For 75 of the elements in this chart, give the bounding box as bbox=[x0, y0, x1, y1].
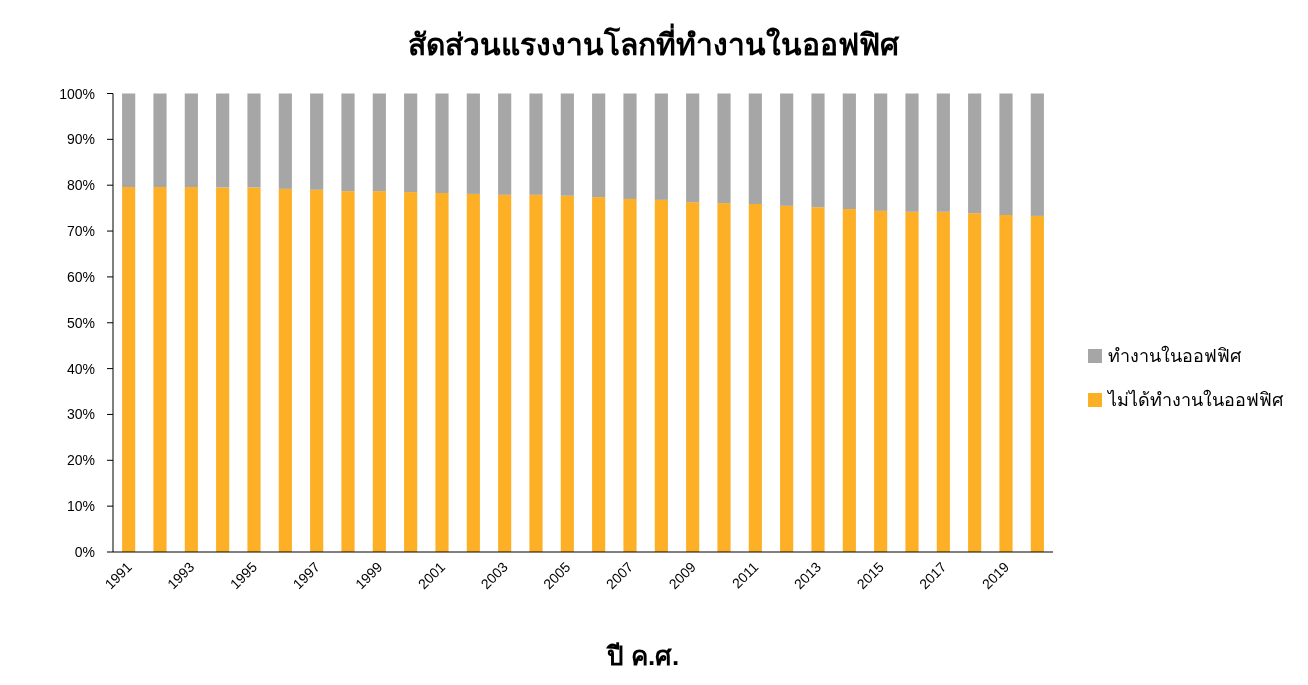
bar bbox=[874, 93, 888, 211]
bar bbox=[936, 93, 950, 212]
bar bbox=[498, 194, 512, 552]
bar bbox=[466, 193, 480, 552]
bar bbox=[529, 194, 543, 552]
bar bbox=[278, 93, 292, 189]
bar bbox=[842, 93, 856, 210]
bar bbox=[717, 203, 731, 552]
y-tick-label: 40% bbox=[66, 360, 95, 377]
y-tick-label: 20% bbox=[66, 452, 95, 469]
bar bbox=[936, 211, 950, 552]
bar bbox=[623, 93, 637, 199]
bar bbox=[905, 93, 919, 212]
bar bbox=[341, 191, 355, 552]
bar bbox=[310, 93, 324, 190]
bar bbox=[341, 93, 355, 192]
bar bbox=[968, 93, 982, 214]
bar bbox=[999, 215, 1013, 552]
y-tick-label: 90% bbox=[66, 131, 95, 148]
bar bbox=[905, 211, 919, 552]
bar bbox=[435, 93, 449, 193]
chart-title: สัดส่วนแรงงานโลกที่ทำงานในออฟฟิศ bbox=[407, 23, 900, 61]
bar bbox=[748, 204, 762, 552]
bar bbox=[247, 187, 261, 552]
bar bbox=[153, 93, 167, 188]
bar bbox=[780, 205, 794, 552]
bar bbox=[404, 93, 418, 193]
bar bbox=[435, 193, 449, 552]
bar bbox=[372, 93, 386, 192]
bar bbox=[968, 213, 982, 552]
bar bbox=[560, 195, 574, 552]
legend-label: ทำงานในออฟฟิศ bbox=[1108, 345, 1242, 366]
bar bbox=[184, 93, 198, 188]
bar bbox=[592, 93, 606, 198]
bar bbox=[278, 188, 292, 552]
bar bbox=[216, 187, 230, 552]
legend-label: ไม่ได้ทำงานในออฟฟิศ bbox=[1106, 389, 1284, 410]
bar bbox=[717, 93, 731, 204]
bar bbox=[686, 93, 700, 203]
bar bbox=[686, 202, 700, 552]
bar bbox=[999, 93, 1013, 215]
y-tick-label: 10% bbox=[66, 498, 95, 515]
bar bbox=[153, 187, 167, 552]
bar bbox=[1030, 215, 1044, 552]
y-tick-label: 0% bbox=[74, 544, 95, 560]
y-tick-label: 80% bbox=[66, 177, 95, 194]
bar bbox=[466, 93, 480, 194]
bar bbox=[216, 93, 230, 188]
bar bbox=[874, 210, 888, 552]
bar bbox=[404, 192, 418, 552]
bar bbox=[811, 93, 825, 208]
bar bbox=[654, 199, 668, 552]
bar bbox=[1030, 93, 1044, 216]
bar bbox=[654, 93, 668, 200]
y-tick-label: 100% bbox=[59, 85, 95, 102]
y-tick-label: 60% bbox=[66, 268, 95, 285]
bar bbox=[529, 93, 543, 195]
y-tick-label: 70% bbox=[66, 223, 95, 240]
bar bbox=[748, 93, 762, 204]
bar bbox=[310, 189, 324, 552]
bar bbox=[623, 198, 637, 552]
bar bbox=[122, 93, 136, 188]
bar bbox=[811, 207, 825, 552]
bar bbox=[780, 93, 794, 206]
bar bbox=[592, 197, 606, 552]
bar bbox=[372, 191, 386, 552]
bar bbox=[842, 209, 856, 552]
bar bbox=[122, 187, 136, 552]
bar bbox=[498, 93, 512, 195]
bar bbox=[560, 93, 574, 196]
bar bbox=[184, 187, 198, 552]
bar bbox=[247, 93, 261, 188]
x-axis-title: ปี ค.ศ. bbox=[605, 641, 680, 671]
y-tick-label: 50% bbox=[66, 314, 95, 331]
y-tick-label: 30% bbox=[66, 406, 95, 423]
